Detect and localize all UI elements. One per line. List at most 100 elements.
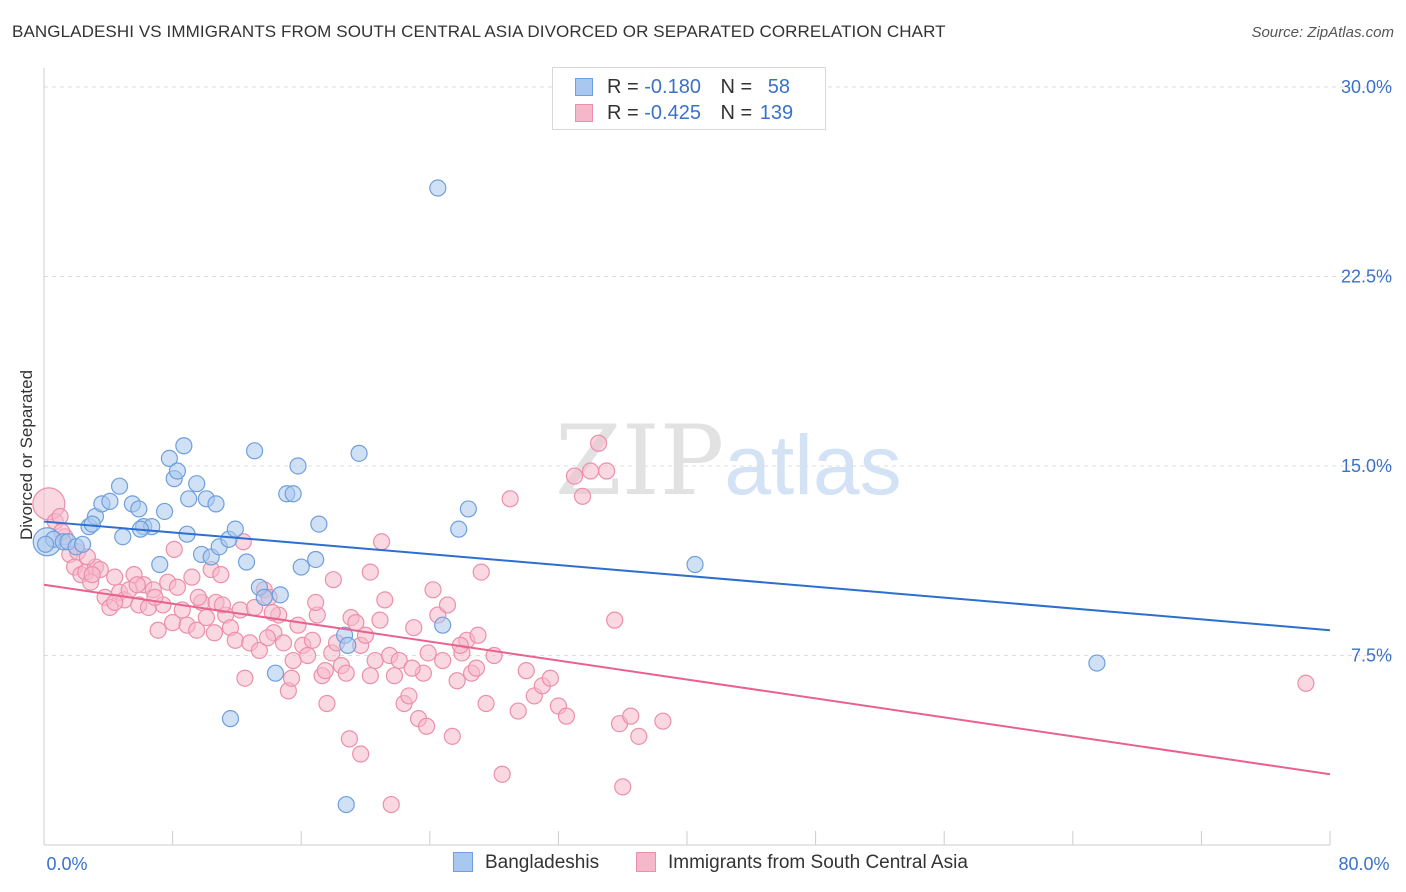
bangladeshi-point <box>337 795 355 814</box>
r-value: -0.180 <box>644 76 701 98</box>
immigrant-point <box>212 566 230 584</box>
immigrant-point <box>274 634 293 652</box>
immigrant-point <box>622 707 640 725</box>
immigrant-point <box>434 651 452 670</box>
watermark-atlas: atlas <box>724 418 902 512</box>
immigrant-point <box>606 611 624 629</box>
label-layer: 7.5% 15.0% 22.5% 30.0% 0.0% 80.0% <box>46 77 1392 874</box>
bangladeshi-point <box>350 444 368 462</box>
stats-legend-row-bangladeshis: R = -0.180 N = 58 <box>575 76 790 100</box>
legend-item-immigrants[interactable]: Immigrants from South Central Asia <box>636 852 968 874</box>
immigrant-point <box>654 712 672 730</box>
immigrant-point <box>517 662 535 680</box>
legend-swatch-blue <box>453 852 473 872</box>
bangladeshi-point <box>110 477 129 495</box>
immigrant-point <box>303 631 322 649</box>
bangladeshi-point <box>188 475 206 493</box>
y-tick-label: 7.5% <box>1351 645 1392 665</box>
immigrant-point <box>340 730 359 748</box>
bangladeshi-point <box>155 502 174 521</box>
immigrant-point <box>361 563 379 581</box>
immigrant-point <box>236 669 254 687</box>
immigrant-point <box>376 591 394 609</box>
legend-label: Immigrants from South Central Asia <box>668 852 968 873</box>
bangladeshi-point <box>130 500 148 518</box>
immigrant-point <box>183 568 201 586</box>
bangladeshi-point <box>168 462 187 480</box>
immigrant-point <box>372 533 391 551</box>
y-axis-label: Divorced or Separated <box>17 369 36 541</box>
immigrant-point <box>400 687 418 705</box>
immigrant-point <box>149 621 167 639</box>
bangladeshi-point <box>284 485 302 503</box>
immigrant-point <box>385 667 404 685</box>
chart-source: Source: ZipAtlas.com <box>1251 24 1394 41</box>
immigrant-point <box>289 616 307 634</box>
immigrant-point <box>501 490 519 508</box>
bangladeshi-point <box>37 535 55 553</box>
immigrant-point <box>189 588 207 606</box>
bangladeshi-point <box>255 588 273 606</box>
immigrant-point <box>477 694 495 713</box>
bangladeshi-point <box>101 492 119 510</box>
immigrant-point <box>493 765 511 783</box>
immigrant-point <box>356 626 375 644</box>
immigrant-point <box>83 566 101 584</box>
trend-layer <box>43 520 1331 776</box>
immigrant-point <box>226 631 244 649</box>
bangladeshi-point <box>207 495 225 513</box>
bangladeshi-point <box>180 490 198 508</box>
bangladeshi-point <box>289 457 307 475</box>
immigrant-point <box>417 717 436 735</box>
immigrant-point <box>589 434 608 452</box>
bangladeshi-point <box>175 437 193 455</box>
immigrant-point <box>318 694 336 713</box>
immigrant-point <box>581 462 600 480</box>
series-legend: Bangladeshis Immigrants from South Centr… <box>0 852 1406 876</box>
immigrant-point <box>1297 674 1315 692</box>
bangladeshi-point <box>266 664 285 682</box>
immigrant-point <box>337 664 355 682</box>
immigrant-point <box>557 707 576 725</box>
immigrant-point <box>263 603 281 622</box>
immigrant-point <box>541 669 559 687</box>
bangladeshi-point <box>221 710 240 728</box>
immigrant-point <box>284 651 302 670</box>
immigrant-point <box>403 659 421 677</box>
x-tick-label: 0.0% <box>46 854 87 874</box>
immigrant-point <box>598 462 616 480</box>
y-tick-label: 30.0% <box>1341 77 1392 97</box>
n-label: N = <box>720 102 753 124</box>
immigrant-point <box>438 596 457 614</box>
bangladeshi-point <box>292 558 310 576</box>
immigrant-point <box>197 608 215 627</box>
bangladeshi-point <box>226 520 244 538</box>
immigrant-point <box>258 629 277 647</box>
immigrant-point <box>213 596 232 614</box>
immigrant-point <box>472 563 490 581</box>
immigrant-point <box>509 702 527 720</box>
immigrant-point <box>205 624 223 642</box>
immigrant-point <box>299 646 317 665</box>
immigrant-point <box>250 641 269 660</box>
immigrant-point <box>419 644 437 662</box>
immigrant-point <box>361 667 379 685</box>
bangladeshi-point <box>307 550 325 569</box>
immigrant-point <box>630 727 648 745</box>
bangladeshi-point <box>450 520 468 538</box>
bangladeshi-point <box>310 515 328 533</box>
immigrant-point <box>448 672 466 690</box>
immigrant-point <box>467 659 486 677</box>
legend-item-bangladeshis[interactable]: Bangladeshis <box>453 852 599 874</box>
immigrant-point <box>366 651 384 670</box>
immigrant-point <box>128 576 146 594</box>
bangladeshi-point <box>271 586 289 604</box>
y-tick-label: 22.5% <box>1341 266 1392 286</box>
bangladeshi-point <box>686 555 704 574</box>
n-label: N = <box>720 76 753 98</box>
immigrant-point <box>405 619 423 637</box>
immigrant-point <box>316 662 334 680</box>
n-value: 139 <box>759 102 794 124</box>
bangladeshi-point <box>1088 654 1106 672</box>
